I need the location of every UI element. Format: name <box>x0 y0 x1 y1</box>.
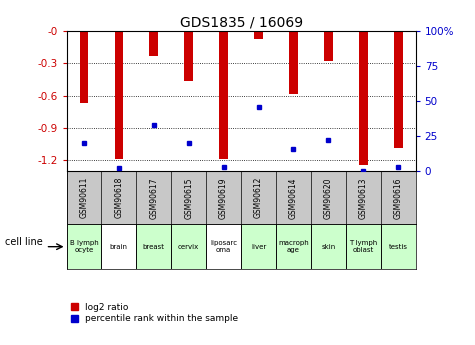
Text: GSM90611: GSM90611 <box>79 177 88 218</box>
Text: GSM90616: GSM90616 <box>394 177 403 218</box>
Text: testis: testis <box>389 244 408 250</box>
Text: GSM90618: GSM90618 <box>114 177 124 218</box>
Bar <box>80 31 88 103</box>
Text: GSM90617: GSM90617 <box>149 177 158 218</box>
Text: GSM90614: GSM90614 <box>289 177 298 218</box>
Text: macroph
age: macroph age <box>278 240 309 253</box>
Text: liver: liver <box>251 244 266 250</box>
Bar <box>346 224 381 269</box>
Text: T lymph
oblast: T lymph oblast <box>349 240 377 253</box>
Text: cell line: cell line <box>5 237 42 247</box>
Text: GSM90612: GSM90612 <box>254 177 263 218</box>
Legend: log2 ratio, percentile rank within the sample: log2 ratio, percentile rank within the s… <box>71 303 238 323</box>
Bar <box>136 224 171 269</box>
Text: GSM90620: GSM90620 <box>324 177 333 218</box>
Title: GDS1835 / 16069: GDS1835 / 16069 <box>180 16 303 30</box>
Bar <box>324 31 332 61</box>
Bar <box>359 31 368 165</box>
Bar <box>171 224 206 269</box>
Text: GSM90615: GSM90615 <box>184 177 193 218</box>
Text: GSM90613: GSM90613 <box>359 177 368 218</box>
Text: brain: brain <box>110 244 128 250</box>
Text: liposarc
oma: liposarc oma <box>210 240 237 253</box>
Text: cervix: cervix <box>178 244 200 250</box>
Bar <box>276 224 311 269</box>
Bar <box>184 31 193 81</box>
Text: breast: breast <box>143 244 165 250</box>
Text: B lymph
ocyte: B lymph ocyte <box>69 240 98 253</box>
Bar <box>394 31 402 148</box>
Bar <box>102 224 136 269</box>
Bar <box>219 31 228 159</box>
Bar <box>289 31 298 93</box>
Bar <box>66 224 102 269</box>
Bar <box>241 224 276 269</box>
Bar <box>114 31 123 159</box>
Bar <box>254 31 263 39</box>
Bar <box>150 31 158 56</box>
Text: skin: skin <box>321 244 335 250</box>
Bar <box>311 224 346 269</box>
Bar <box>206 224 241 269</box>
Text: GSM90619: GSM90619 <box>219 177 228 218</box>
Bar <box>381 224 416 269</box>
